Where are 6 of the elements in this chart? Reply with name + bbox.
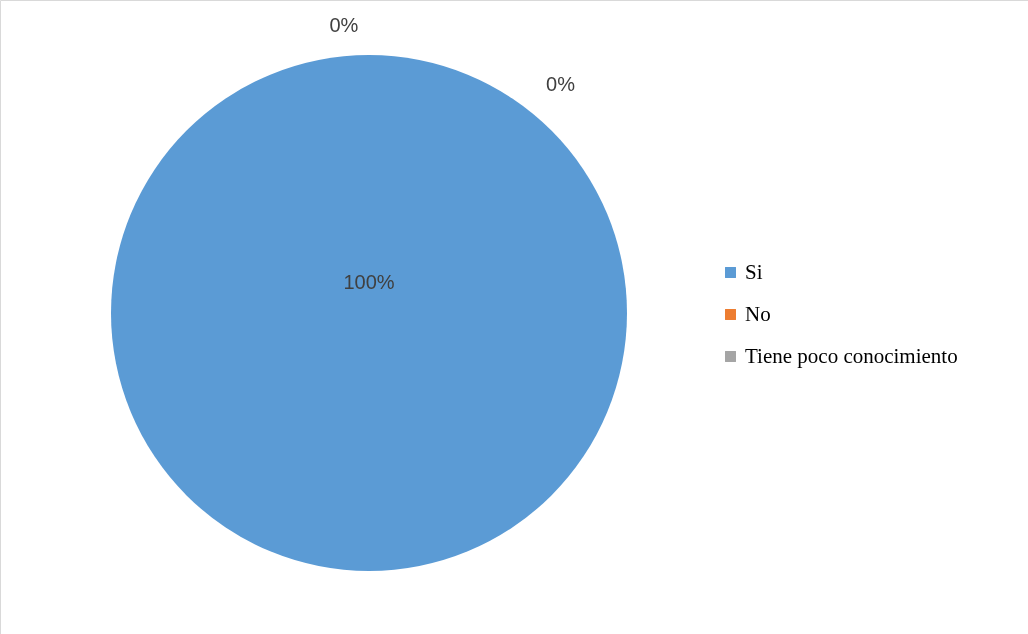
legend-label: Si [745, 259, 763, 284]
text: 0% [546, 72, 575, 95]
text: 0% [329, 14, 359, 37]
legend-label: Tiene poco conocimiento [745, 343, 958, 368]
data-label: 100% [343, 271, 395, 293]
legend-label: No [745, 301, 771, 326]
